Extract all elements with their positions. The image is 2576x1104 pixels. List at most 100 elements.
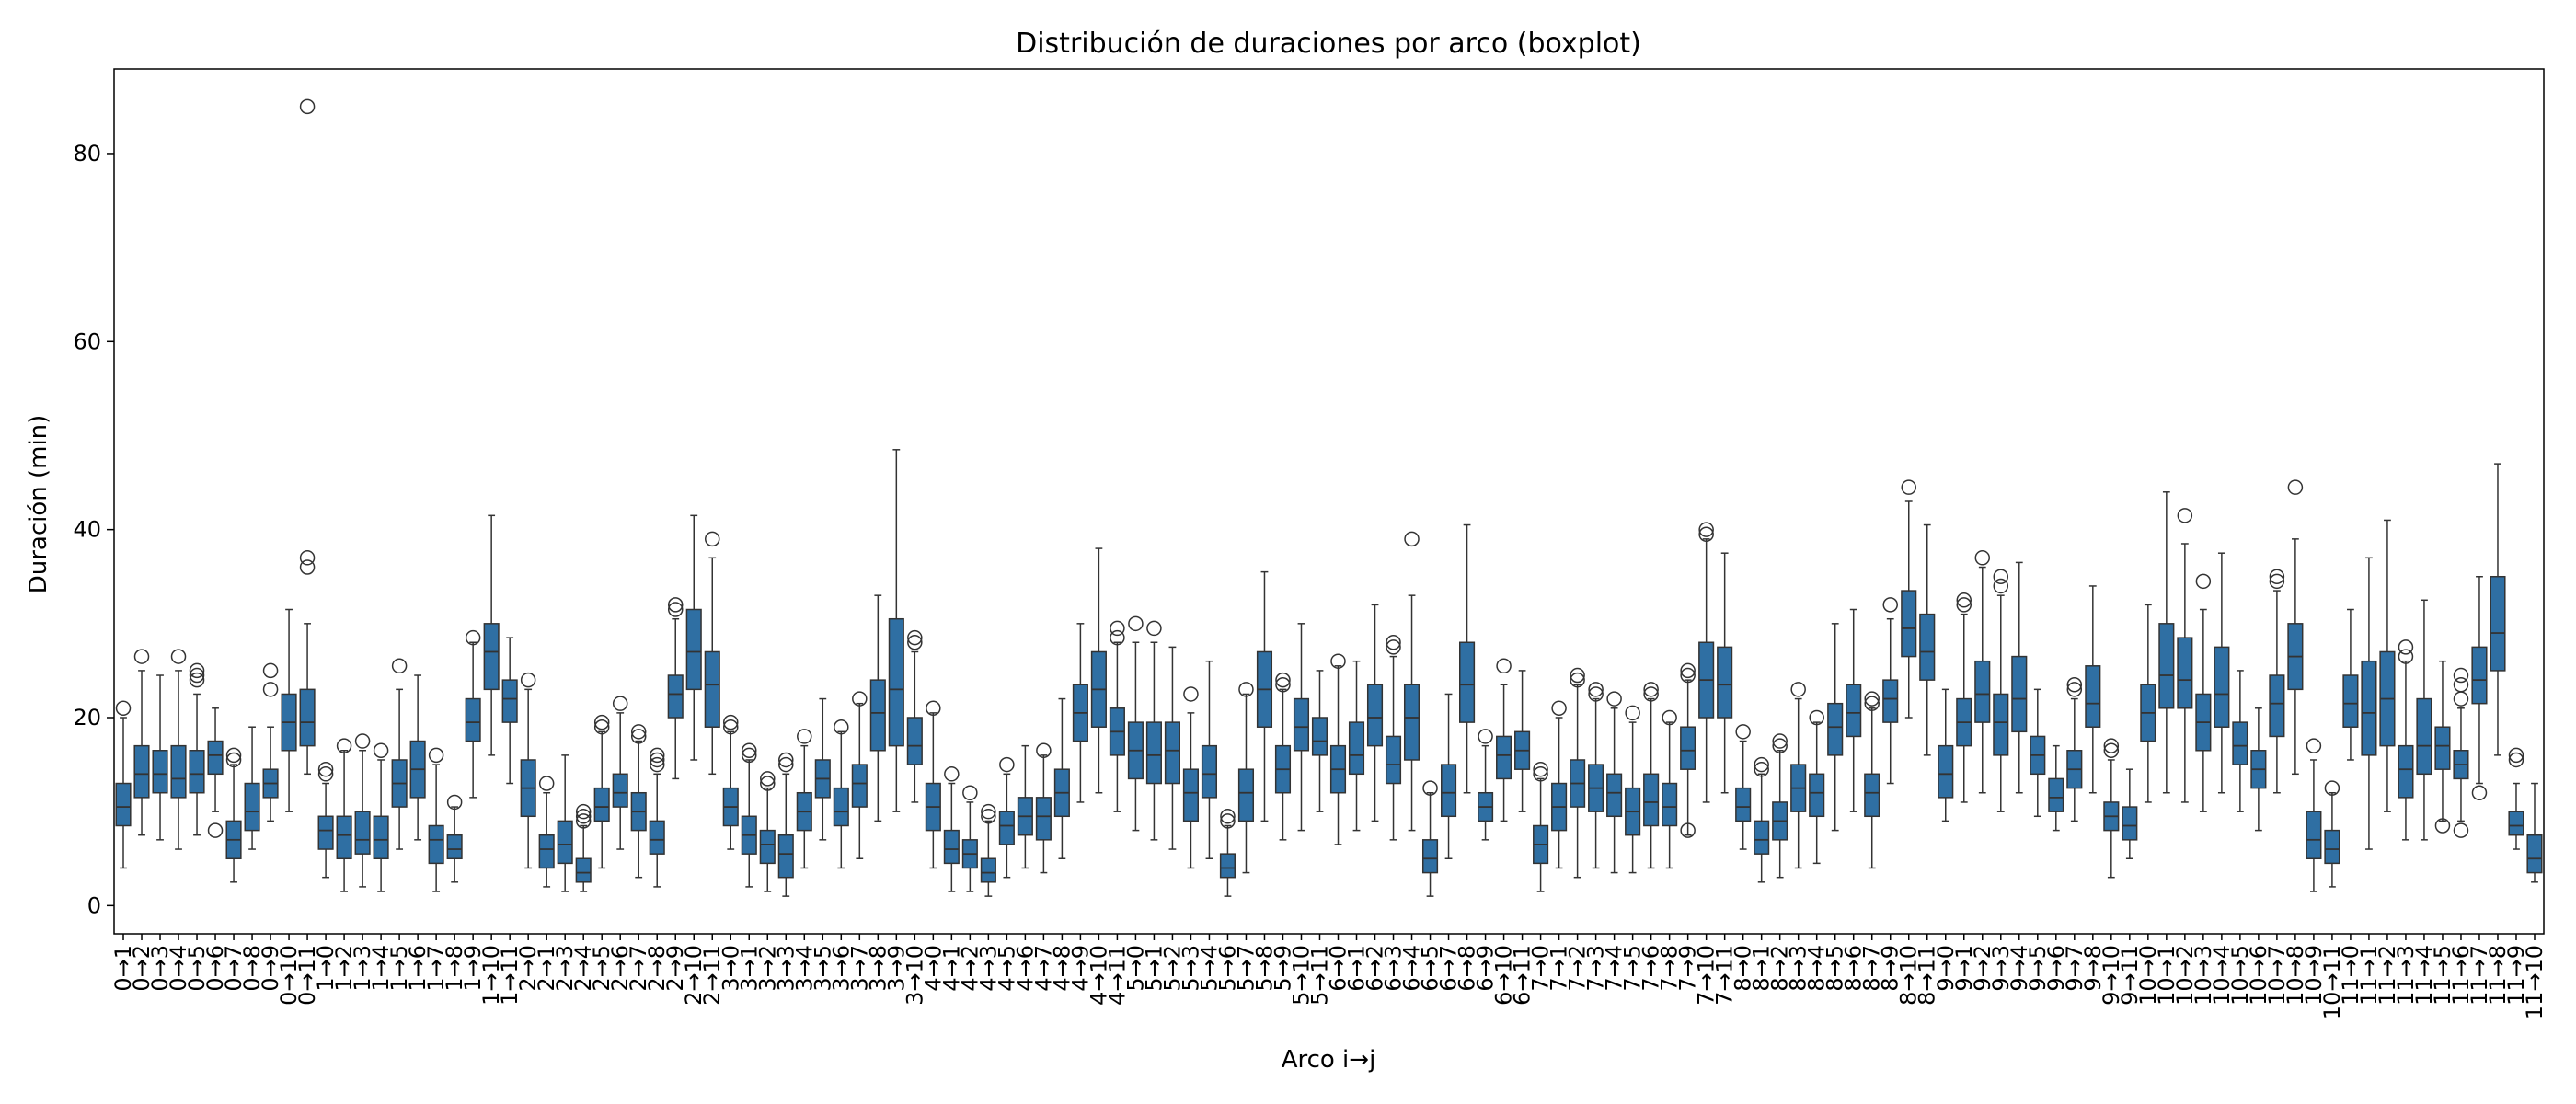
iqr-box — [2306, 811, 2322, 860]
outlier-point — [704, 531, 720, 547]
x-tick-label: 6→4 — [1399, 945, 1425, 992]
outlier-point — [760, 776, 776, 791]
box-0→6 — [207, 707, 224, 838]
x-tick-label: 10→11 — [2319, 945, 2345, 1019]
box-5→10 — [1293, 623, 1310, 832]
iqr-box — [575, 857, 592, 883]
outlier-point — [1496, 658, 1512, 674]
x-tick-label: 3→0 — [718, 945, 743, 992]
outlier-point — [262, 682, 279, 697]
box-8→1 — [1754, 756, 1770, 883]
x-tick-label: 1→4 — [368, 945, 394, 992]
box-4→10 — [1090, 547, 1107, 794]
y-axis-label: Duración (min) — [25, 415, 52, 594]
box-9→10 — [2103, 738, 2120, 879]
outlier-point — [133, 649, 150, 664]
box-2→4 — [575, 803, 592, 892]
box-2→0 — [520, 672, 536, 869]
x-tick-label: 11→8 — [2485, 945, 2511, 1006]
box-2→1 — [538, 776, 555, 888]
outlier-point — [465, 629, 481, 646]
iqr-box — [2214, 646, 2230, 728]
x-tick-label: 10→1 — [2154, 945, 2179, 1006]
box-7→6 — [1643, 682, 1660, 869]
x-tick-label: 3→6 — [828, 945, 854, 992]
iqr-box — [2048, 777, 2064, 812]
x-tick-label: 7→10 — [1694, 945, 1719, 1006]
iqr-box — [1606, 773, 1623, 818]
iqr-box — [1237, 768, 1255, 822]
iqr-box — [906, 717, 923, 765]
box-11→7 — [2471, 575, 2488, 800]
box-0→1 — [115, 700, 132, 869]
box-11→8 — [2490, 463, 2506, 756]
x-tick-label: 9→8 — [2080, 945, 2106, 992]
outlier-point — [723, 714, 739, 730]
box-1→5 — [391, 658, 408, 850]
iqr-box — [704, 650, 720, 728]
outlier-point — [354, 733, 371, 749]
x-tick-label: 9→10 — [2099, 945, 2124, 1006]
y-tick-label: 60 — [73, 328, 101, 354]
y-tick-label: 80 — [73, 141, 101, 167]
iqr-box — [1293, 697, 1310, 752]
x-tick-label: 4→0 — [920, 945, 946, 992]
box-1→11 — [501, 637, 518, 785]
outlier-point — [2453, 691, 2469, 707]
iqr-box — [1901, 590, 1917, 658]
box-7→4 — [1606, 691, 1623, 874]
box-10→4 — [2214, 552, 2230, 794]
x-tick-label: 5→3 — [1178, 945, 1203, 992]
box-10→0 — [2140, 604, 2156, 803]
x-tick-label: 2→8 — [644, 945, 670, 992]
box-7→9 — [1680, 662, 1696, 838]
outlier-point — [262, 662, 279, 679]
iqr-box — [1864, 773, 1880, 818]
x-tick-label: 0→8 — [239, 945, 265, 992]
iqr-box — [1827, 702, 1844, 756]
outlier-point — [1698, 526, 1714, 543]
outlier-point — [612, 696, 628, 711]
x-tick-label: 0→11 — [294, 945, 320, 1006]
box-10→2 — [2177, 508, 2193, 803]
x-tick-label: 10→2 — [2172, 945, 2198, 1006]
iqr-box — [1311, 717, 1328, 756]
box-1→0 — [317, 761, 334, 879]
x-tick-label: 8→9 — [1878, 945, 1903, 992]
box-8→10 — [1901, 479, 1917, 719]
outlier-point — [189, 672, 205, 688]
iqr-box — [1459, 641, 1476, 723]
x-tick-label: 0→9 — [258, 945, 283, 992]
box-4→1 — [943, 766, 960, 892]
x-tick-label: 3→2 — [754, 945, 780, 992]
x-tick-label: 1→6 — [405, 945, 431, 992]
iqr-box — [777, 834, 794, 879]
box-9→7 — [2066, 676, 2083, 822]
iqr-box — [2471, 646, 2488, 705]
box-2→3 — [557, 754, 573, 892]
box-11→2 — [2379, 519, 2396, 812]
outlier-point — [649, 756, 665, 773]
outlier-point — [189, 667, 205, 684]
box-5→2 — [1164, 646, 1180, 850]
x-tick-label: 7→5 — [1620, 945, 1646, 992]
outlier-point — [446, 794, 463, 811]
box-0→11 — [299, 98, 316, 776]
box-2→8 — [649, 747, 665, 888]
x-tick-label: 2→11 — [699, 945, 725, 1006]
box-4→6 — [1017, 744, 1033, 869]
box-10→11 — [2324, 780, 2340, 888]
iqr-box — [1846, 684, 1862, 738]
iqr-box — [1717, 646, 1733, 719]
outlier-point — [299, 550, 316, 566]
outlier-point — [1735, 724, 1751, 740]
outlier-point — [1478, 729, 1493, 744]
box-2→5 — [593, 714, 610, 869]
box-5→8 — [1256, 570, 1273, 822]
iqr-box — [2434, 726, 2451, 770]
box-8→2 — [1772, 733, 1788, 879]
iqr-box — [2011, 655, 2028, 733]
x-tick-label: 2→7 — [626, 945, 651, 992]
iqr-box — [2508, 811, 2524, 836]
outlier-point — [1330, 653, 1346, 669]
